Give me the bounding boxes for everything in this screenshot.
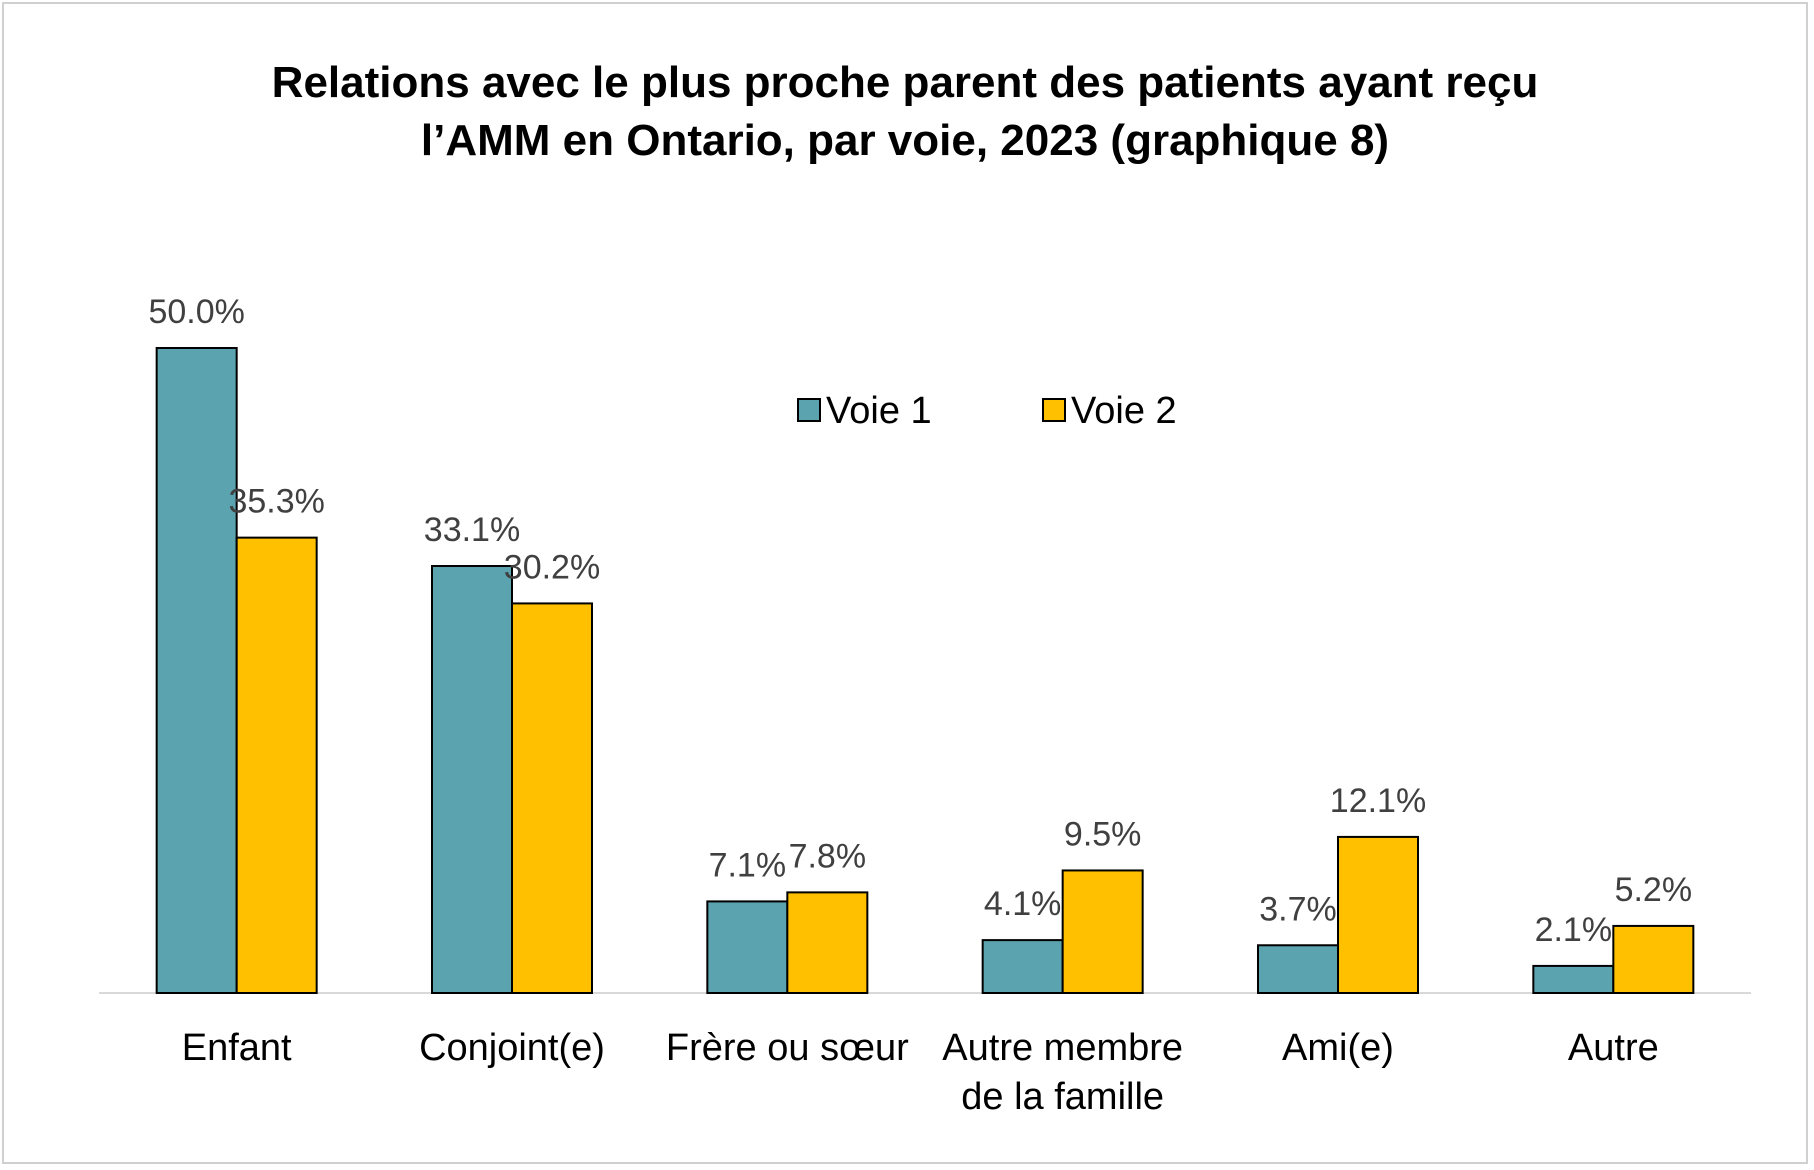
category-label-3-line2: de la famille	[961, 1076, 1164, 1118]
category-label-1: Conjoint(e)	[419, 1027, 605, 1069]
data-label-voie-1-0: 50.0%	[148, 293, 244, 331]
bar-voie-2-1	[511, 602, 593, 994]
bar-voie-1-3	[981, 939, 1064, 994]
category-label-0: Enfant	[182, 1027, 292, 1069]
bar-voie-2-2	[786, 891, 869, 995]
bar-voie-1-5	[1532, 964, 1615, 994]
bar-voie-2-5	[1612, 924, 1695, 994]
legend-label-voie-2: Voie 2	[1071, 390, 1177, 432]
data-label-voie-1-3: 4.1%	[984, 885, 1062, 923]
data-label-voie-1-1: 33.1%	[424, 511, 520, 549]
data-label-voie-2-3: 9.5%	[1064, 815, 1142, 853]
legend-label-voie-1: Voie 1	[826, 390, 932, 432]
chart-title: Relations avec le plus proche parent des…	[271, 58, 1539, 165]
bar-voie-2-4	[1337, 835, 1419, 994]
legend-swatch-voie-2	[1042, 398, 1066, 422]
bar-voie-2-0	[235, 536, 318, 994]
data-label-voie-2-5: 5.2%	[1615, 871, 1693, 909]
legend-swatch-voie-1	[797, 398, 821, 422]
data-label-voie-2-4: 12.1%	[1330, 782, 1426, 820]
bar-voie-2-3	[1061, 869, 1144, 995]
category-label-4: Ami(e)	[1282, 1027, 1394, 1069]
data-label-voie-1-4: 3.7%	[1259, 890, 1337, 928]
bar-voie-1-0	[155, 347, 238, 994]
category-label-5: Autre	[1568, 1027, 1659, 1069]
data-label-voie-2-2: 7.8%	[789, 837, 867, 875]
data-label-voie-2-1: 30.2%	[504, 548, 600, 586]
bar-voie-1-2	[706, 900, 789, 994]
category-label-3: Autre membre	[942, 1027, 1183, 1069]
data-label-voie-2-0: 35.3%	[228, 483, 324, 521]
category-label-2: Frère ou sœur	[666, 1027, 909, 1069]
bar-voie-1-4	[1257, 944, 1339, 995]
bar-voie-1-1	[431, 565, 513, 994]
data-label-voie-1-5: 2.1%	[1535, 911, 1613, 949]
data-label-voie-1-2: 7.1%	[709, 846, 787, 884]
